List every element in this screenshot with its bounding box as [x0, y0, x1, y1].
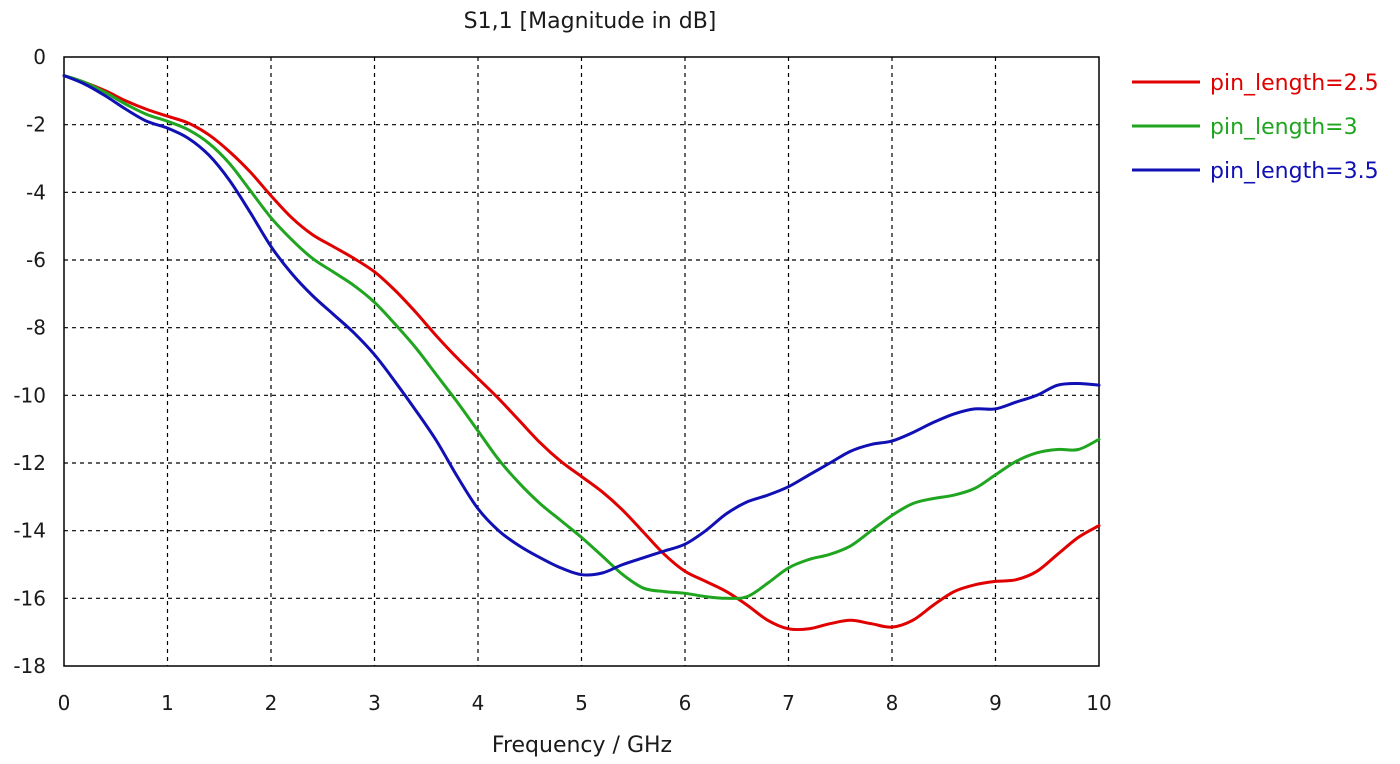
x-tick-label: 7 [782, 691, 795, 715]
x-tick-label: 9 [989, 691, 1002, 715]
y-tick-label: -14 [13, 519, 46, 543]
series-lines [62, 74, 1101, 632]
x-tick-label: 2 [265, 691, 278, 715]
y-tick-label: -2 [26, 113, 46, 137]
legend-label: pin_length=3.5 [1210, 159, 1379, 184]
x-tick-label: 8 [886, 691, 899, 715]
y-tick-label: -16 [13, 586, 46, 610]
x-axis-label: Frequency / GHz [492, 733, 672, 758]
y-tick-label: -12 [13, 451, 46, 475]
series-line-3 [62, 74, 1101, 577]
plot-frame [63, 56, 1100, 667]
legend-label: pin_length=3 [1210, 115, 1358, 140]
grid-lines [64, 57, 1099, 666]
chart-title: S1,1 [Magnitude in dB] [464, 9, 717, 34]
y-tick-label: -8 [26, 316, 46, 340]
x-tick-label: 4 [472, 691, 485, 715]
legend-label: pin_length=2.5 [1210, 71, 1379, 96]
y-tick-labels: 0 -2 -4 -6 -8 -10 -12 -14 -16 -18 [13, 45, 46, 678]
y-tick-label: -4 [26, 180, 46, 204]
x-tick-label: 0 [58, 691, 71, 715]
legend: pin_length=2.5 pin_length=3 pin_length=3.5 [1132, 71, 1379, 184]
x-tick-label: 6 [679, 691, 692, 715]
y-tick-label: -10 [13, 383, 46, 407]
y-tick-label: -6 [26, 248, 46, 272]
y-tick-label: -18 [13, 654, 46, 678]
x-tick-label: 5 [575, 691, 588, 715]
series-line-1 [62, 74, 1101, 632]
series-line-2 [62, 74, 1101, 600]
x-tick-label: 1 [161, 691, 174, 715]
x-tick-label: 3 [368, 691, 381, 715]
x-tick-label: 10 [1086, 691, 1111, 715]
y-tick-label: 0 [33, 45, 46, 69]
x-tick-labels: 0 1 2 3 4 5 6 7 8 9 10 [58, 691, 1112, 715]
